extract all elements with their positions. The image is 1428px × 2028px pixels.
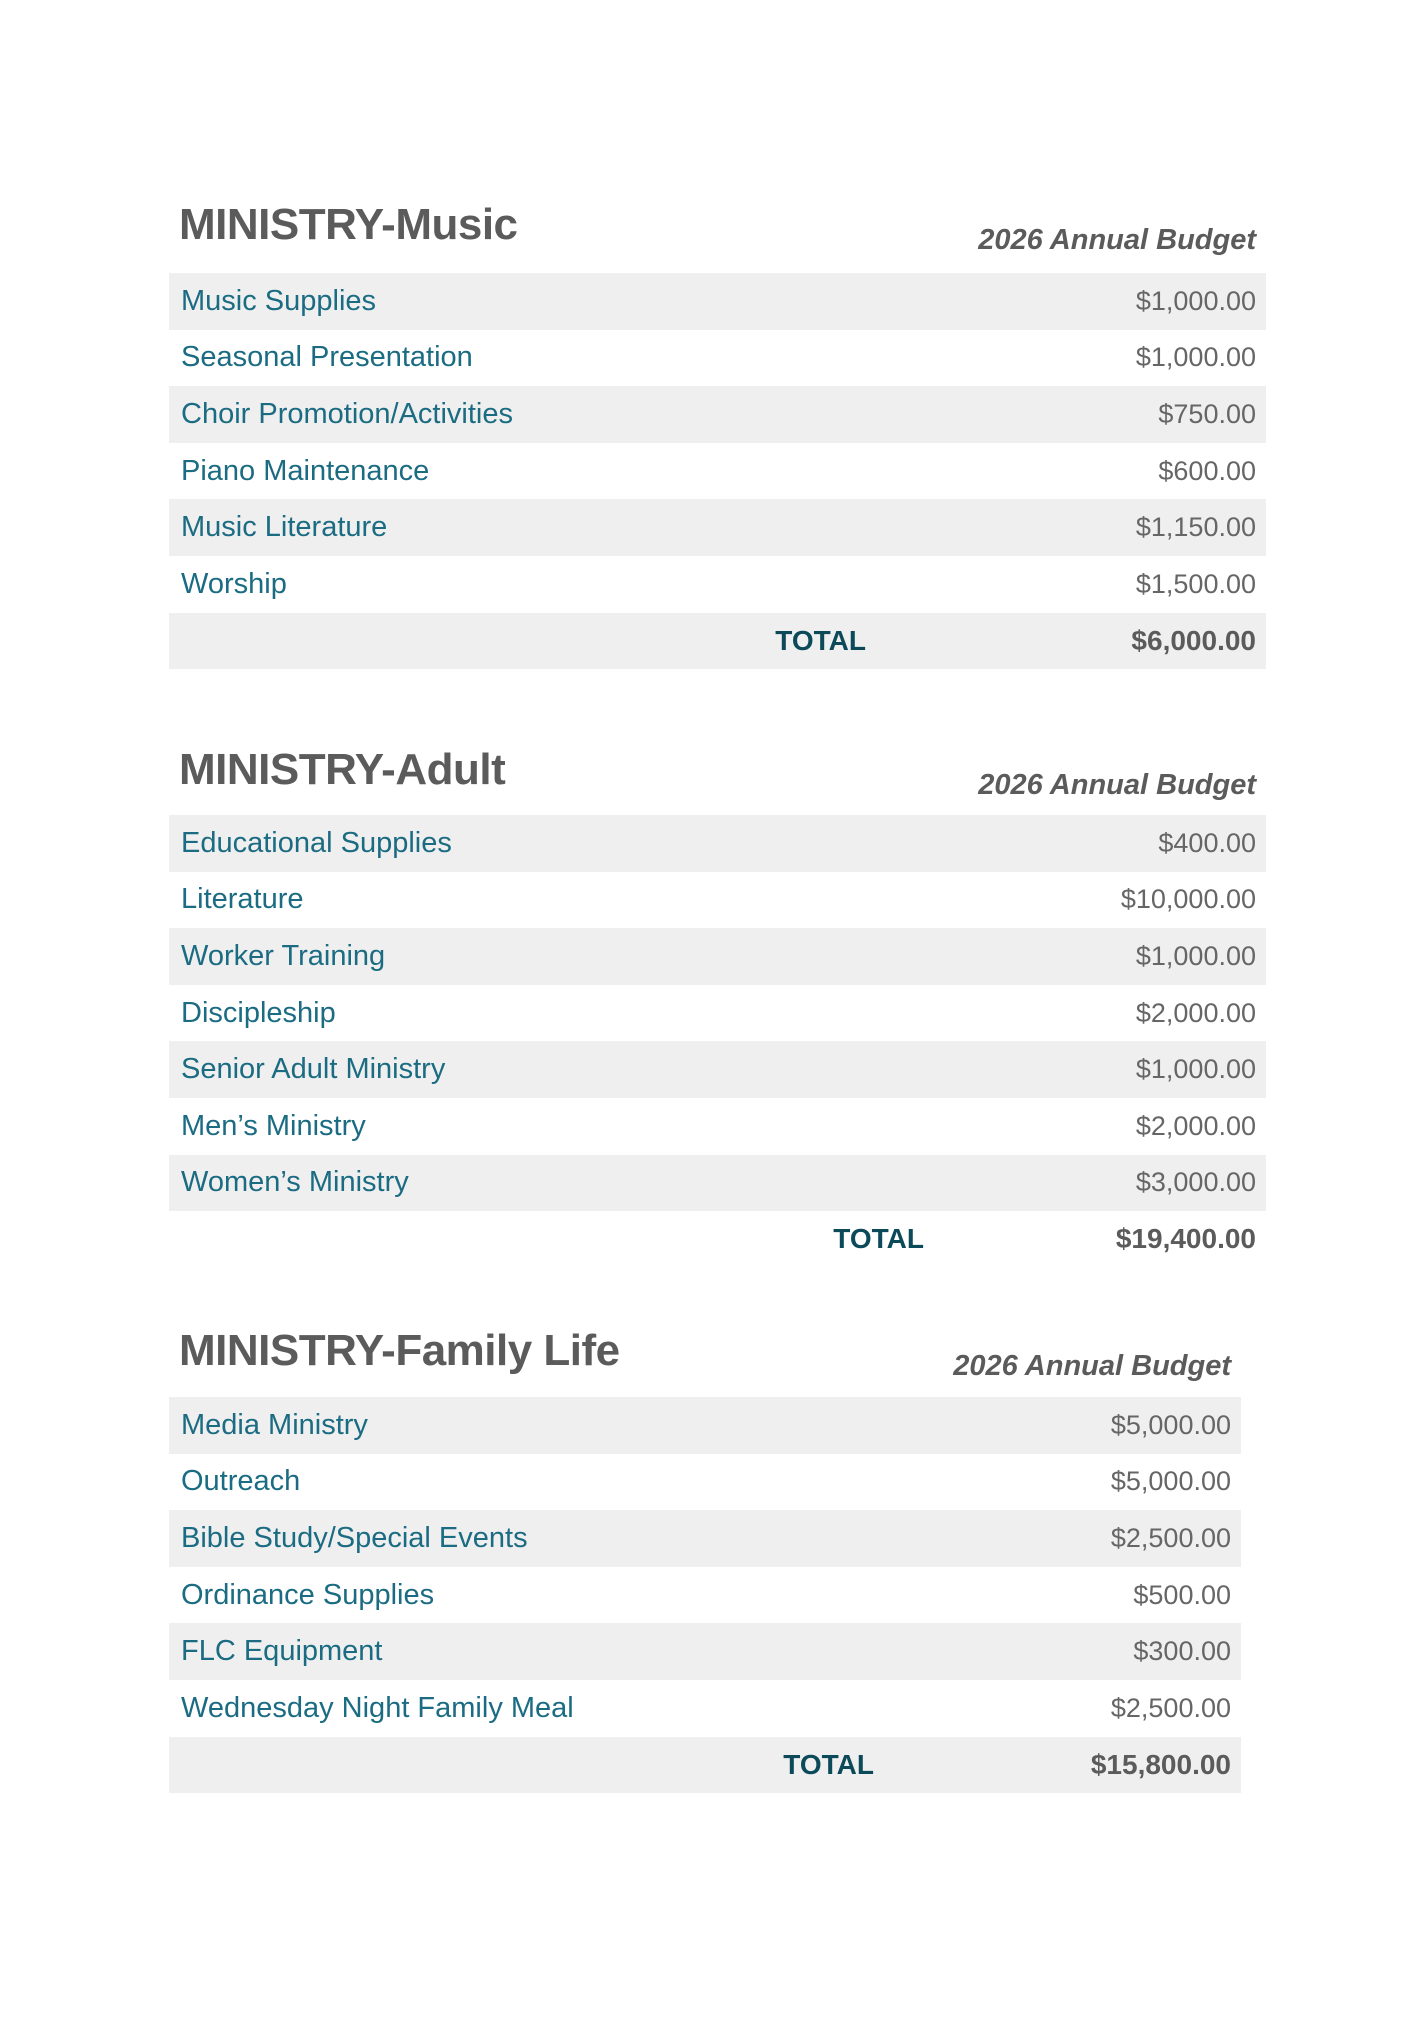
table-row: Music Literature $1,150.00 [169,499,1266,556]
table-row: Worship $1,500.00 [169,556,1266,613]
item-label: Outreach [181,1465,301,1498]
item-label: Discipleship [181,996,336,1029]
item-amount: $1,500.00 [1135,568,1256,599]
table-row: Seasonal Presentation $1,000.00 [169,330,1266,387]
table-row: Outreach $5,000.00 [169,1454,1241,1511]
item-label: Worker Training [181,939,386,972]
table-row: Worker Training $1,000.00 [169,928,1266,985]
item-label: Literature [181,883,304,916]
table-row: Literature $10,000.00 [169,872,1266,929]
table-row: Discipleship $2,000.00 [169,985,1266,1042]
table-row: Piano Maintenance $600.00 [169,443,1266,500]
table-row: Music Supplies $1,000.00 [169,273,1266,330]
item-amount: $5,000.00 [1110,1409,1231,1440]
item-amount: $1,000.00 [1135,1054,1256,1085]
item-label: Men’s Ministry [181,1109,366,1142]
item-label: Choir Promotion/Activities [181,397,513,430]
item-amount: $2,500.00 [1110,1522,1231,1553]
item-amount: $300.00 [1133,1636,1231,1667]
budget-column-header: 2026 Annual Budget [978,224,1256,256]
budget-table: Educational Supplies $400.00 Literature $10… [169,815,1266,1268]
section-title: MINISTRY-Music [179,200,518,249]
item-amount: $3,000.00 [1135,1167,1256,1198]
item-amount: $500.00 [1133,1579,1231,1610]
table-row: Choir Promotion/Activities $750.00 [169,386,1266,443]
total-label: TOTAL [833,1223,924,1255]
table-row: FLC Equipment $300.00 [169,1623,1241,1680]
total-amount: $6,000.00 [1131,624,1256,656]
item-label: Media Ministry [181,1408,368,1441]
item-amount: $5,000.00 [1110,1466,1231,1497]
total-amount: $15,800.00 [1090,1748,1231,1780]
item-label: Music Literature [181,511,388,544]
table-row: Men’s Ministry $2,000.00 [169,1098,1266,1155]
budget-table: Media Ministry $5,000.00 Outreach $5,000.00… [169,1397,1241,1794]
table-row: Educational Supplies $400.00 [169,815,1266,872]
item-label: Bible Study/Special Events [181,1521,528,1554]
item-label: Wednesday Night Family Meal [181,1691,574,1724]
table-row: Bible Study/Special Events $2,500.00 [169,1510,1241,1567]
total-amount: $19,400.00 [1115,1223,1256,1255]
budget-column-header: 2026 Annual Budget [953,1350,1231,1382]
item-amount: $1,000.00 [1135,940,1256,971]
table-row: Media Ministry $5,000.00 [169,1397,1241,1454]
item-amount: $2,000.00 [1135,1110,1256,1141]
section-title: MINISTRY-Family Life [179,1326,620,1375]
item-label: Senior Adult Ministry [181,1053,446,1086]
item-amount: $2,500.00 [1110,1692,1231,1723]
budget-table: Music Supplies $1,000.00 Seasonal Presenta… [169,273,1266,670]
budget-column-header: 2026 Annual Budget [978,769,1256,801]
item-label: Piano Maintenance [181,454,430,487]
total-row: TOTAL $19,400.00 [169,1211,1266,1268]
table-row: Women’s Ministry $3,000.00 [169,1154,1266,1212]
item-label: Seasonal Presentation [181,341,473,374]
section-title: MINISTRY-Adult [179,745,506,794]
item-amount: $1,150.00 [1135,512,1256,543]
item-label: Educational Supplies [181,826,452,859]
item-amount: $10,000.00 [1120,884,1256,915]
total-row: TOTAL $15,800.00 [169,1736,1241,1794]
item-amount: $600.00 [1158,455,1256,486]
item-label: Ordinance Supplies [181,1578,435,1611]
item-label: Worship [181,567,287,600]
table-row: Ordinance Supplies $500.00 [169,1567,1241,1624]
item-amount: $2,000.00 [1135,997,1256,1028]
total-label: TOTAL [783,1748,874,1780]
total-label: TOTAL [775,624,866,656]
table-row: Senior Adult Ministry $1,000.00 [169,1041,1266,1098]
item-label: Music Supplies [181,284,377,317]
table-row: Wednesday Night Family Meal $2,500.00 [169,1680,1241,1737]
item-label: Women’s Ministry [181,1166,409,1199]
item-label: FLC Equipment [181,1635,383,1668]
total-row: TOTAL $6,000.00 [169,612,1266,670]
item-amount: $750.00 [1158,398,1256,429]
item-amount: $400.00 [1158,827,1256,858]
item-amount: $1,000.00 [1135,342,1256,373]
item-amount: $1,000.00 [1135,285,1256,316]
